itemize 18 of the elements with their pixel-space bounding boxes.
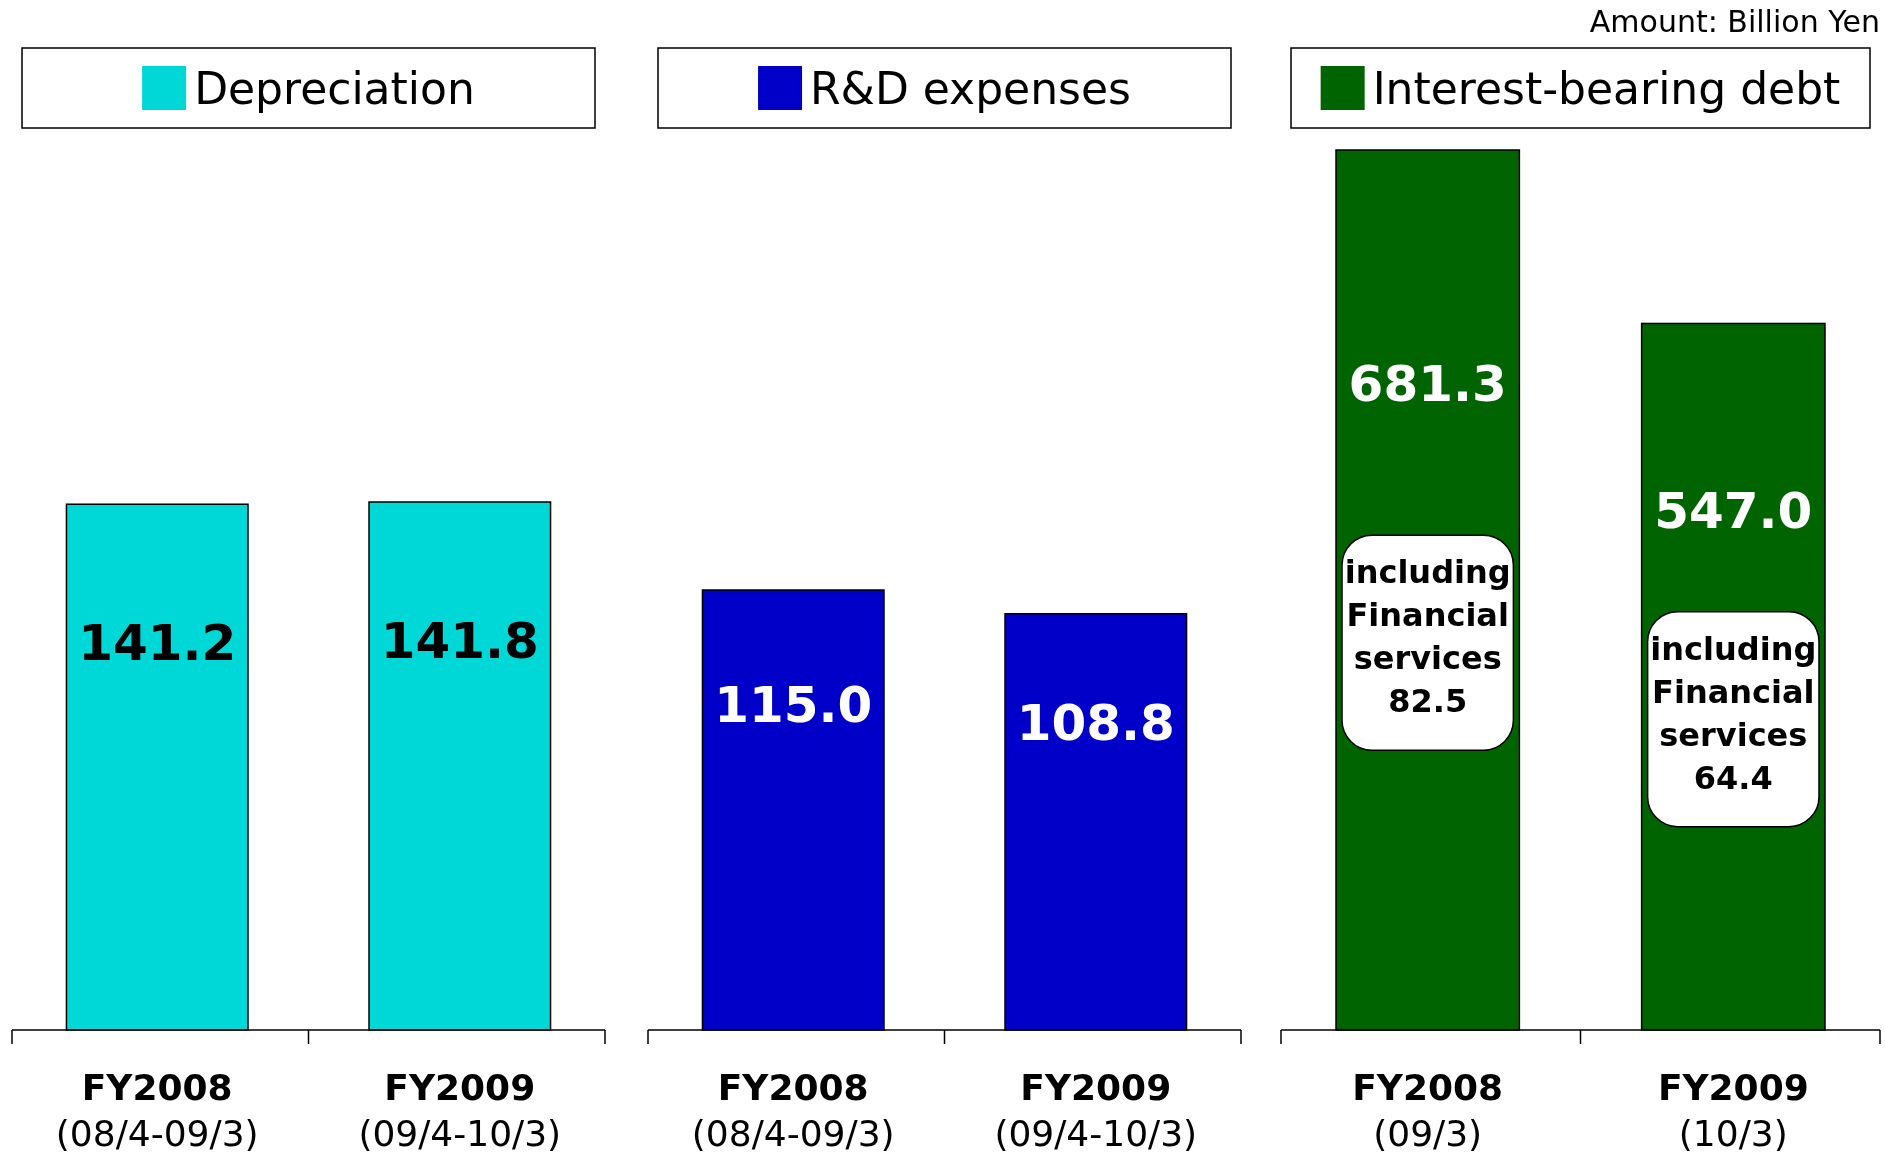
text: R&D expenses <box>810 63 1131 114</box>
data-label: 681.3 <box>1348 355 1507 414</box>
x-tick-label: FY2008 (08/4-09/3) <box>55 1067 259 1154</box>
annotation: including Financial services 82.5 <box>1344 553 1511 721</box>
x-tick-label: FY2009 (09/4-10/3) <box>358 1067 562 1154</box>
annotation: including Financial services 64.4 <box>1650 629 1817 797</box>
x-tick-label: FY2009 (09/4-10/3) <box>994 1067 1198 1154</box>
text: Amount: Billion Yen <box>1589 4 1880 39</box>
data-label: 108.8 <box>1016 693 1175 752</box>
text: Depreciation <box>194 63 475 114</box>
x-tick-label: FY2008 (09/3) <box>1352 1067 1504 1154</box>
data-label: 141.8 <box>380 612 539 671</box>
x-tick-label: FY2009 (10/3) <box>1657 1067 1809 1154</box>
legend-label: Interest-bearing debt <box>1372 63 1841 114</box>
data-label: 547.0 <box>1654 481 1813 540</box>
data-label: 115.0 <box>714 676 873 735</box>
x-tick-label: FY2008 (08/4-09/3) <box>691 1067 895 1154</box>
data-label: 141.2 <box>78 613 237 672</box>
